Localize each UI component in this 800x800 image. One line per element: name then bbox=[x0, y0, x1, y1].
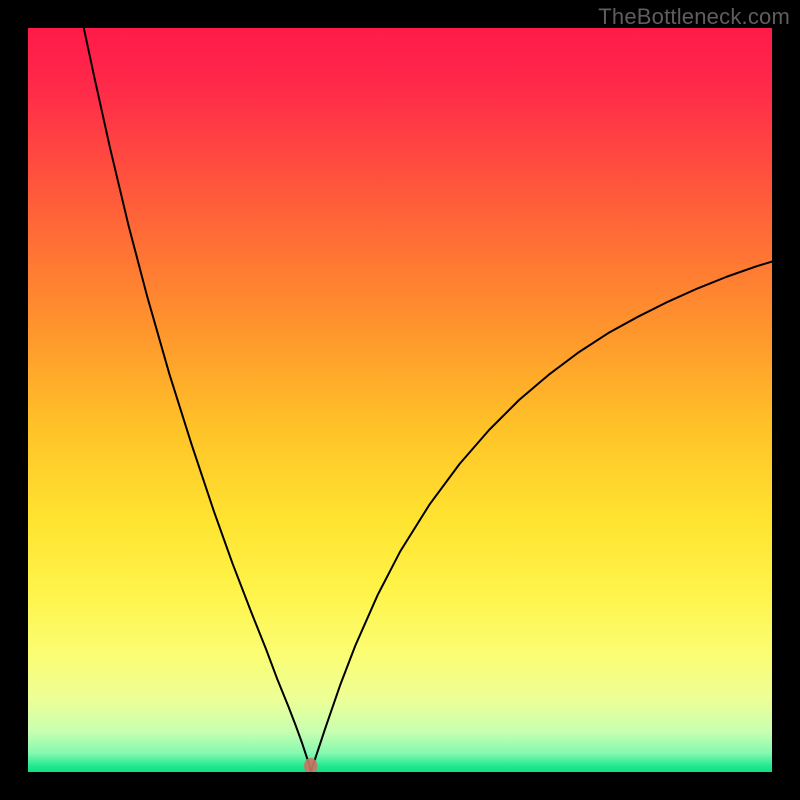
plot-area bbox=[28, 28, 772, 772]
watermark-text: TheBottleneck.com bbox=[598, 4, 790, 30]
chart-svg bbox=[28, 28, 772, 772]
chart-container: TheBottleneck.com bbox=[0, 0, 800, 800]
chart-background bbox=[28, 28, 772, 772]
